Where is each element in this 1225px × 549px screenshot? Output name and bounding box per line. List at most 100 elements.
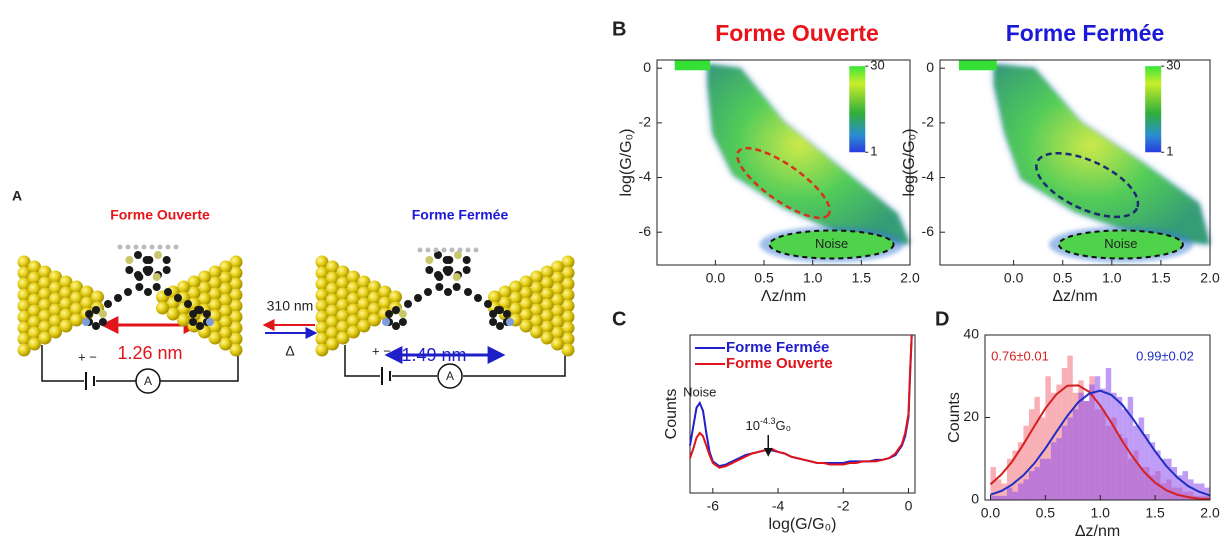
atom bbox=[425, 266, 434, 274]
x-tick-label: 0.5 bbox=[1053, 270, 1073, 286]
gold-atom bbox=[368, 313, 381, 327]
gold-atom bbox=[198, 281, 211, 295]
gold-atom bbox=[229, 288, 243, 302]
gold-atom bbox=[540, 331, 554, 345]
panel-label: B bbox=[612, 18, 626, 40]
gold-atom bbox=[198, 292, 211, 306]
histogram-bar bbox=[1023, 425, 1029, 500]
gold-atom bbox=[357, 308, 371, 322]
histogram-bar bbox=[1006, 458, 1013, 500]
gold-atom bbox=[336, 298, 350, 312]
gold-atom bbox=[540, 320, 554, 334]
y-axis-label: log(G/G₀) bbox=[901, 129, 918, 197]
gold-atom bbox=[336, 309, 350, 323]
x-tick-label: 0.0 bbox=[981, 505, 1001, 521]
atom bbox=[435, 273, 444, 281]
noise-density bbox=[1058, 230, 1183, 259]
atom bbox=[464, 288, 472, 296]
atom bbox=[444, 288, 452, 296]
colorbar bbox=[849, 66, 866, 153]
atom bbox=[398, 318, 407, 326]
gold-atom bbox=[530, 281, 543, 295]
gold-atom bbox=[70, 291, 83, 305]
gold-atom bbox=[551, 337, 564, 351]
atom bbox=[392, 322, 400, 330]
gold-atom bbox=[315, 277, 329, 291]
gold-atom bbox=[561, 310, 575, 324]
gold-atom bbox=[540, 265, 554, 279]
gold-atom bbox=[17, 277, 31, 291]
atom bbox=[173, 244, 179, 250]
atom bbox=[454, 251, 462, 259]
distance-label: 1.49 nm bbox=[401, 345, 466, 365]
gold-atom bbox=[70, 313, 83, 327]
fit-curve bbox=[989, 384, 1211, 501]
gold-atom bbox=[229, 255, 243, 269]
atom bbox=[165, 244, 171, 250]
atom bbox=[385, 310, 394, 318]
gold-atom bbox=[49, 270, 62, 284]
atom bbox=[135, 273, 144, 281]
histogram-bar bbox=[1001, 495, 1007, 500]
noise-outline bbox=[768, 229, 895, 260]
histogram-bar bbox=[1182, 471, 1189, 500]
molecular-junction bbox=[17, 244, 575, 357]
gold-atom bbox=[219, 271, 232, 285]
gold-atom bbox=[561, 321, 575, 335]
atom bbox=[162, 256, 171, 264]
atom bbox=[489, 310, 498, 318]
gold-atom bbox=[28, 271, 41, 285]
atom bbox=[465, 247, 471, 253]
atom bbox=[496, 306, 504, 314]
gold-atom bbox=[208, 287, 222, 301]
histogram-bar bbox=[1138, 417, 1145, 500]
histogram-bar bbox=[1078, 392, 1084, 500]
gold-atom bbox=[336, 320, 350, 334]
atom bbox=[414, 294, 422, 302]
histogram-bar bbox=[1028, 471, 1035, 500]
histogram-bar bbox=[1188, 479, 1194, 500]
atom bbox=[489, 318, 498, 326]
x-tick-label: -2 bbox=[837, 498, 850, 514]
gold-atom bbox=[530, 325, 543, 339]
atom bbox=[496, 322, 504, 330]
gold-atom bbox=[70, 280, 83, 294]
x-tick-label: 1.0 bbox=[1091, 505, 1111, 521]
atom bbox=[444, 268, 452, 276]
atom bbox=[98, 310, 107, 318]
gold-atom bbox=[49, 314, 62, 328]
gold-atom bbox=[17, 255, 31, 269]
histogram-bar bbox=[1171, 467, 1178, 500]
histogram-bar bbox=[1177, 475, 1183, 500]
gold-atom bbox=[368, 291, 381, 305]
atom bbox=[134, 251, 142, 259]
atom bbox=[162, 266, 171, 274]
gold-atom bbox=[530, 292, 543, 306]
gold-atom bbox=[17, 321, 31, 335]
atom bbox=[125, 266, 134, 274]
gold-atom bbox=[336, 276, 350, 290]
y-tick-label: -4 bbox=[922, 168, 935, 184]
x-axis-label: log(G/G₀) bbox=[769, 516, 837, 533]
gold-atom bbox=[347, 325, 360, 339]
histogram-bar bbox=[1122, 409, 1128, 500]
peak-label-part: 10 bbox=[746, 418, 760, 433]
histogram-bar bbox=[1100, 388, 1106, 500]
atom bbox=[117, 244, 123, 250]
y-tick-label: -4 bbox=[639, 168, 652, 184]
gold-atom bbox=[59, 286, 73, 300]
panel-label: A bbox=[12, 188, 22, 204]
atom bbox=[92, 322, 100, 330]
gold-atom bbox=[28, 260, 41, 274]
histogram-bar bbox=[1017, 442, 1024, 500]
gold-atom bbox=[540, 298, 554, 312]
noise-label: Noise bbox=[683, 384, 716, 399]
gold-atom bbox=[336, 265, 350, 279]
switch-label: Δ bbox=[285, 343, 294, 359]
gold-atom bbox=[229, 321, 243, 335]
histogram-bar bbox=[1034, 467, 1040, 500]
gold-atom bbox=[357, 297, 371, 311]
gold-atom bbox=[28, 326, 41, 340]
gold-atom bbox=[28, 293, 41, 307]
x-tick-label: 0.0 bbox=[1004, 270, 1024, 286]
